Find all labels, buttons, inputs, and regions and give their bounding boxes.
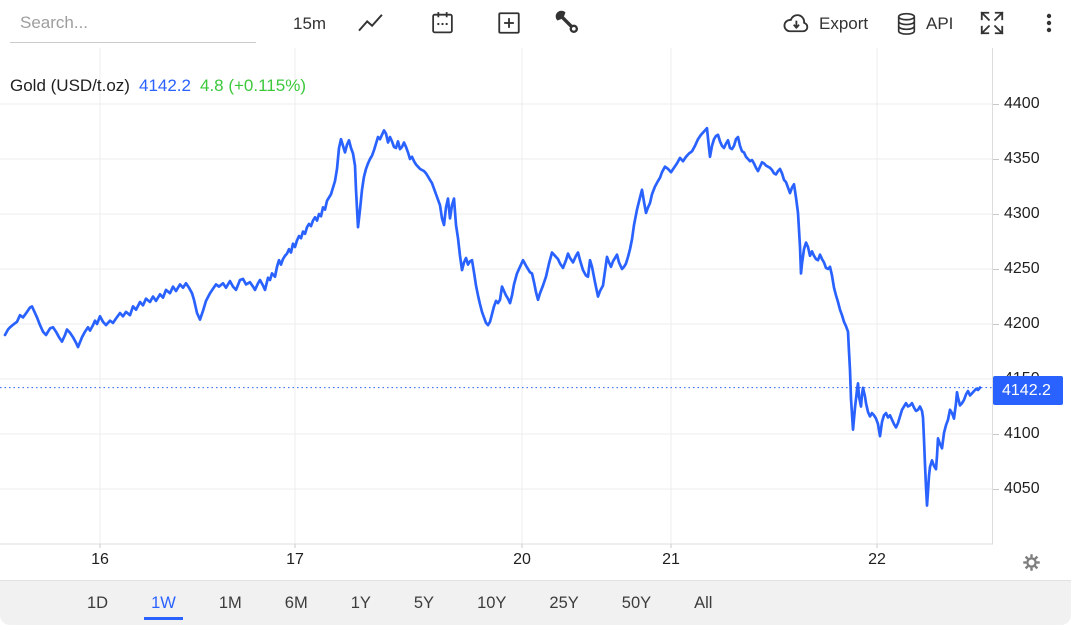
timeframe-1y[interactable]: 1Y [350, 593, 371, 612]
y-axis-tick [993, 489, 999, 490]
y-axis-label: 4400 [1004, 95, 1040, 112]
timeframe-all[interactable]: All [694, 593, 713, 612]
current-price-label: 4142.2 [993, 376, 1063, 406]
more-menu-button[interactable] [1035, 0, 1063, 48]
calendar-button[interactable] [428, 0, 457, 48]
legend-change: 4.8 (+0.115%) [199, 76, 306, 95]
export-button[interactable]: Export [779, 0, 870, 48]
fullscreen-icon [978, 9, 1006, 40]
y-axis-tick [993, 159, 999, 160]
price-chart-plot[interactable] [0, 48, 993, 580]
y-axis-tick [993, 434, 999, 435]
api-label: API [926, 14, 954, 33]
x-axis-label: 20 [513, 551, 531, 568]
legend-symbol-title: Gold (USD/t.oz) [10, 76, 130, 95]
y-axis-label: 4200 [1004, 315, 1040, 332]
chart-legend: Gold (USD/t.oz) 4142.2 4.8 (+0.115%) [10, 76, 306, 96]
timeframe-6m[interactable]: 6M [284, 593, 308, 612]
tools-button[interactable] [552, 0, 583, 48]
chart-type-button[interactable] [354, 0, 388, 48]
x-axis-label: 17 [286, 551, 304, 568]
database-icon [894, 11, 919, 37]
y-axis-label: 4300 [1004, 205, 1040, 222]
toolbar: 15m [0, 0, 1071, 48]
cloud-download-icon [781, 13, 812, 35]
timeframe-50y[interactable]: 50Y [621, 593, 652, 612]
y-axis-label: 4350 [1004, 150, 1040, 167]
gear-icon [1020, 554, 1043, 577]
line-chart-icon [356, 11, 386, 38]
kebab-menu-icon [1037, 10, 1061, 39]
y-axis-tick [993, 324, 999, 325]
timeframe-1m[interactable]: 1M [218, 593, 242, 612]
x-axis-label: 22 [868, 551, 886, 568]
fullscreen-button[interactable] [976, 0, 1008, 48]
interval-selector[interactable]: 15m [293, 14, 327, 33]
x-axis-label: 16 [91, 551, 109, 568]
timeframe-25y[interactable]: 25Y [549, 593, 579, 612]
plus-square-icon [496, 10, 522, 39]
export-label: Export [819, 14, 869, 33]
legend-last-price: 4142.2 [138, 76, 191, 95]
y-axis-tick [993, 104, 999, 105]
timeframe-1d[interactable]: 1D [87, 593, 109, 612]
timeframe-10y[interactable]: 10Y [477, 593, 507, 612]
timeframe-bar: 1D 1W 1M 6M 1Y 5Y 10Y 25Y 50Y All [0, 580, 1071, 625]
y-axis-label: 4250 [1004, 260, 1040, 277]
y-axis-label: 4050 [1004, 480, 1040, 497]
y-axis-label: 4100 [1004, 425, 1040, 442]
api-button[interactable]: API [892, 0, 955, 48]
settings-button[interactable] [1020, 551, 1043, 577]
timeframe-1w[interactable]: 1W [144, 587, 183, 620]
timeframe-5y[interactable]: 5Y [413, 593, 435, 612]
x-axis-label: 21 [662, 551, 680, 568]
calendar-icon [430, 10, 455, 39]
compare-button[interactable] [494, 0, 524, 48]
y-axis-tick [993, 269, 999, 270]
y-axis-tick [993, 214, 999, 215]
search-input[interactable] [10, 5, 256, 43]
wrench-icon [554, 9, 581, 39]
